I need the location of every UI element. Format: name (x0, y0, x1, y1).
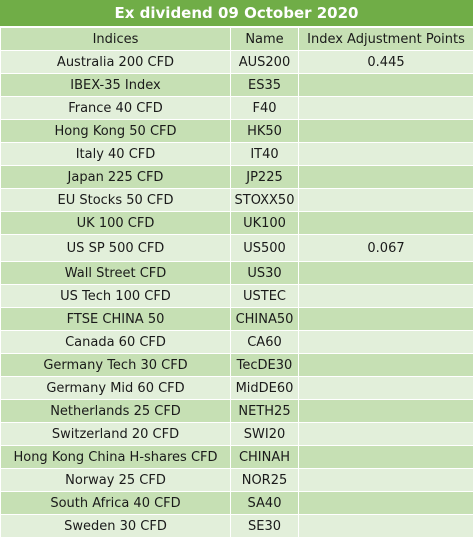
cell-points (299, 189, 473, 212)
cell-points (299, 143, 473, 166)
cell-index: Switzerland 20 CFD (1, 423, 231, 446)
cell-name: MidDE60 (231, 377, 299, 400)
cell-index: South Africa 40 CFD (1, 492, 231, 515)
header-adjustment-points: Index Adjustment Points (299, 28, 473, 51)
cell-points (299, 354, 473, 377)
cell-name: CA60 (231, 331, 299, 354)
cell-name: US30 (231, 262, 299, 285)
cell-index: Germany Tech 30 CFD (1, 354, 231, 377)
header-name: Name (231, 28, 299, 51)
cell-index: US SP 500 CFD (1, 235, 231, 262)
cell-index: Australia 200 CFD (1, 51, 231, 74)
cell-index: France 40 CFD (1, 97, 231, 120)
cell-name: IT40 (231, 143, 299, 166)
cell-points (299, 423, 473, 446)
cell-name: USTEC (231, 285, 299, 308)
cell-index: Wall Street CFD (1, 262, 231, 285)
cell-index: EU Stocks 50 CFD (1, 189, 231, 212)
cell-index: Hong Kong China H-shares CFD (1, 446, 231, 469)
cell-index: IBEX-35 Index (1, 74, 231, 97)
cell-index: Netherlands 25 CFD (1, 400, 231, 423)
cell-points (299, 74, 473, 97)
cell-points (299, 308, 473, 331)
header-row: Indices Name Index Adjustment Points (1, 28, 473, 51)
header-indices: Indices (1, 28, 231, 51)
cell-points (299, 285, 473, 308)
cell-points (299, 492, 473, 515)
cell-name: CHINA50 (231, 308, 299, 331)
cell-points: 0.445 (299, 51, 473, 74)
cell-index: UK 100 CFD (1, 212, 231, 235)
cell-name: ES35 (231, 74, 299, 97)
cell-points (299, 166, 473, 189)
cell-points (299, 120, 473, 143)
cell-name: SWI20 (231, 423, 299, 446)
cell-index: Germany Mid 60 CFD (1, 377, 231, 400)
cell-points (299, 469, 473, 492)
cell-name: NOR25 (231, 469, 299, 492)
cell-index: Canada 60 CFD (1, 331, 231, 354)
cell-name: TecDE30 (231, 354, 299, 377)
cell-index: Italy 40 CFD (1, 143, 231, 166)
cell-points (299, 446, 473, 469)
dividend-table: Indices Name Index Adjustment Points Aus… (0, 27, 473, 538)
table-title: Ex dividend 09 October 2020 (0, 0, 473, 27)
cell-name: F40 (231, 97, 299, 120)
cell-points: 0.067 (299, 235, 473, 262)
cell-points (299, 212, 473, 235)
dividend-table-container: Ex dividend 09 October 2020 Indices Name… (0, 0, 473, 518)
cell-name: UK100 (231, 212, 299, 235)
cell-name: CHINAH (231, 446, 299, 469)
cell-points (299, 400, 473, 423)
cell-name: STOXX50 (231, 189, 299, 212)
cell-points (299, 377, 473, 400)
cell-name: HK50 (231, 120, 299, 143)
cell-index: US Tech 100 CFD (1, 285, 231, 308)
cell-index: Norway 25 CFD (1, 469, 231, 492)
cell-name: SA40 (231, 492, 299, 515)
cell-name: AUS200 (231, 51, 299, 74)
cell-name: US500 (231, 235, 299, 262)
cell-index: FTSE CHINA 50 (1, 308, 231, 331)
cell-points (299, 97, 473, 120)
cell-name: JP225 (231, 166, 299, 189)
cell-points (299, 262, 473, 285)
cell-index: Japan 225 CFD (1, 166, 231, 189)
cell-name: NETH25 (231, 400, 299, 423)
cell-points (299, 331, 473, 354)
cell-index: Hong Kong 50 CFD (1, 120, 231, 143)
